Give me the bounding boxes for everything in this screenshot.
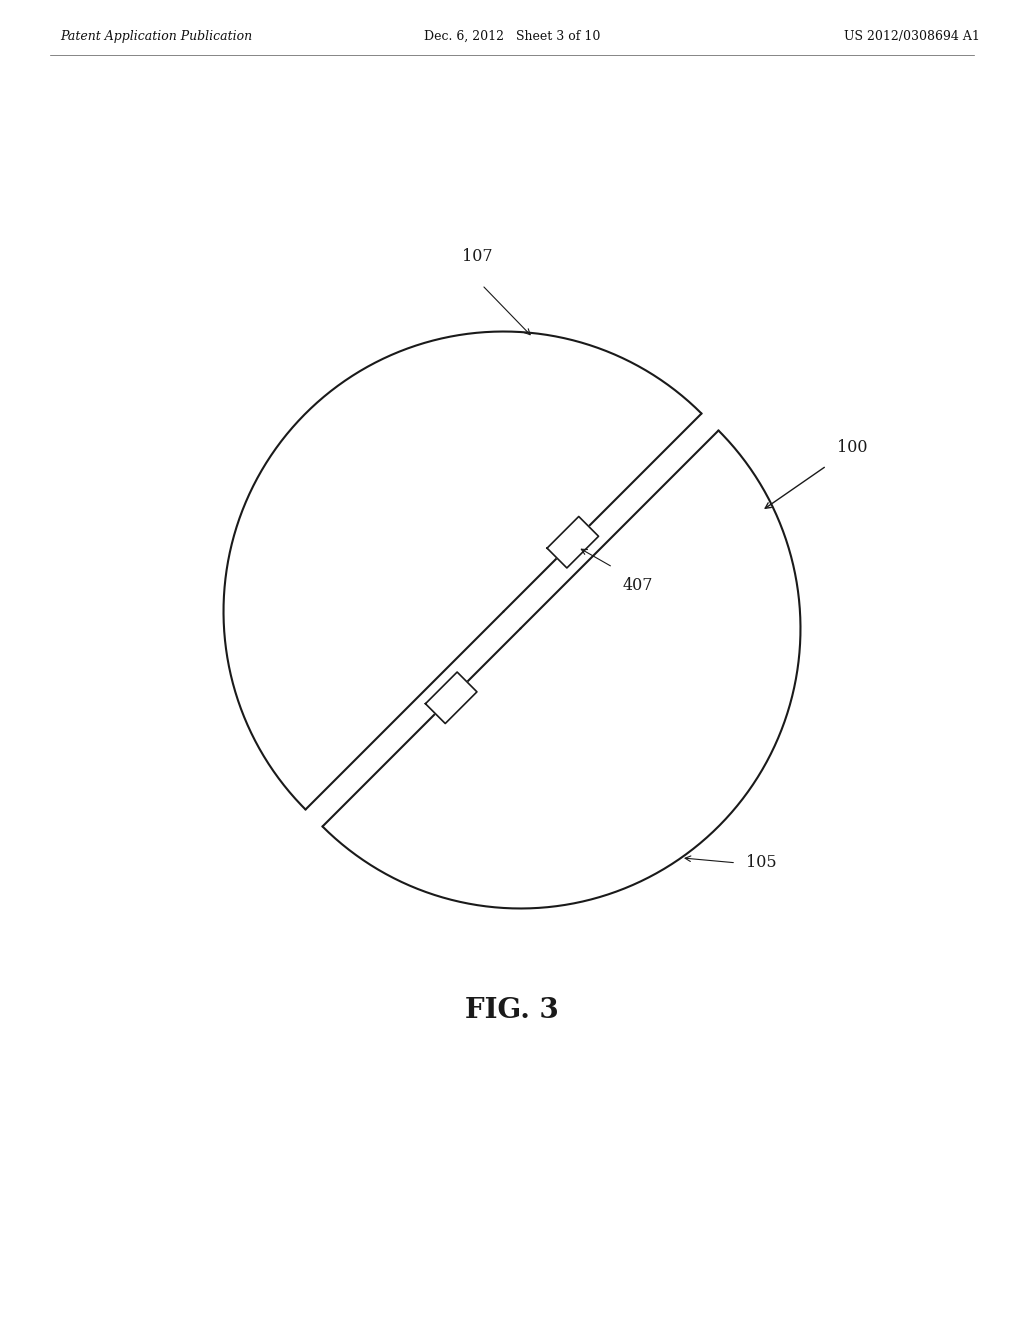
Text: Dec. 6, 2012   Sheet 3 of 10: Dec. 6, 2012 Sheet 3 of 10 xyxy=(424,30,600,44)
Text: Patent Application Publication: Patent Application Publication xyxy=(60,30,252,44)
Text: FIG. 3: FIG. 3 xyxy=(465,997,559,1023)
Text: 100: 100 xyxy=(837,438,867,455)
Text: US 2012/0308694 A1: US 2012/0308694 A1 xyxy=(844,30,980,44)
Text: 105: 105 xyxy=(746,854,777,871)
Text: 107: 107 xyxy=(462,248,493,265)
Polygon shape xyxy=(547,516,599,568)
Polygon shape xyxy=(425,672,477,723)
Text: 407: 407 xyxy=(623,577,653,594)
